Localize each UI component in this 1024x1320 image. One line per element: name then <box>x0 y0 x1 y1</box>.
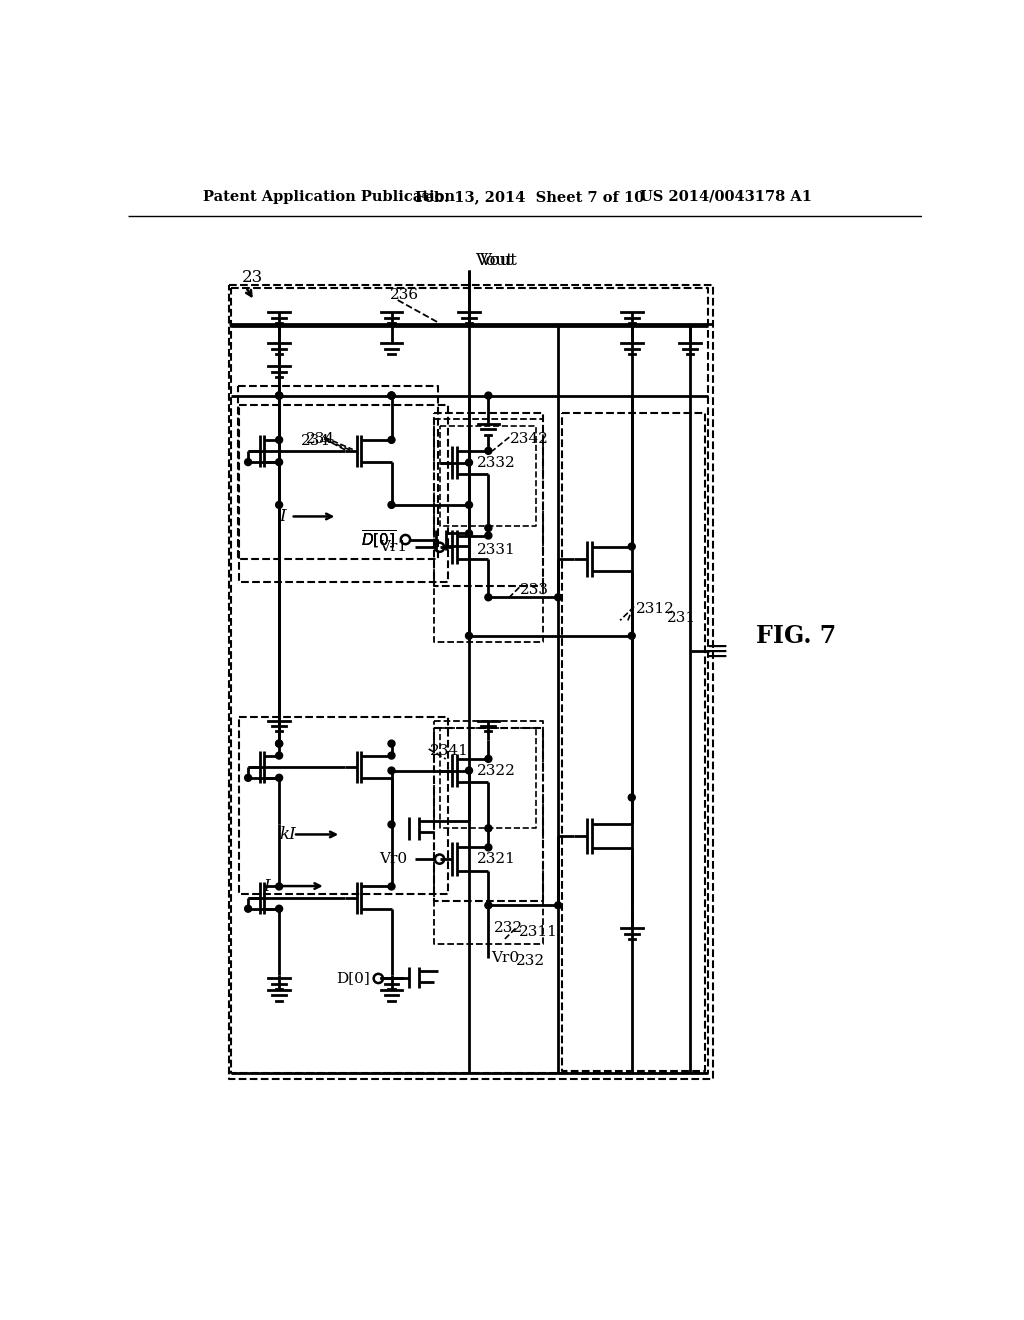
Text: 231: 231 <box>667 611 695 626</box>
Text: 236: 236 <box>390 289 419 302</box>
Circle shape <box>466 529 472 537</box>
Text: 2311: 2311 <box>519 925 558 940</box>
Text: 232: 232 <box>494 921 523 936</box>
Circle shape <box>275 752 283 759</box>
Circle shape <box>388 392 395 399</box>
Circle shape <box>485 524 492 532</box>
Text: I: I <box>263 878 270 895</box>
Circle shape <box>485 447 492 454</box>
Circle shape <box>275 775 283 781</box>
Circle shape <box>275 883 283 890</box>
Circle shape <box>388 883 395 890</box>
Text: 2321: 2321 <box>477 853 516 866</box>
Text: Feb. 13, 2014  Sheet 7 of 10: Feb. 13, 2014 Sheet 7 of 10 <box>415 190 644 203</box>
Text: 234: 234 <box>301 434 330 447</box>
Text: 2342: 2342 <box>510 433 549 446</box>
Text: I: I <box>280 508 286 525</box>
Circle shape <box>555 594 561 601</box>
Circle shape <box>245 458 252 466</box>
Text: 234: 234 <box>305 433 335 446</box>
Circle shape <box>485 825 492 832</box>
Circle shape <box>275 437 283 444</box>
Circle shape <box>388 752 395 759</box>
Text: 2341: 2341 <box>430 744 469 758</box>
Circle shape <box>275 741 283 747</box>
Circle shape <box>466 502 472 508</box>
Circle shape <box>629 543 635 550</box>
Text: 2322: 2322 <box>477 763 516 777</box>
Text: Vr0: Vr0 <box>490 950 519 965</box>
Circle shape <box>466 767 472 774</box>
Circle shape <box>485 532 492 539</box>
Circle shape <box>245 906 252 912</box>
Text: 2312: 2312 <box>636 602 675 616</box>
Circle shape <box>275 906 283 912</box>
Text: 2332: 2332 <box>477 455 515 470</box>
Circle shape <box>275 392 283 399</box>
Text: Vr1: Vr1 <box>379 540 407 554</box>
Circle shape <box>275 392 283 399</box>
Text: Vr0: Vr0 <box>379 853 407 866</box>
Text: $\overline{D[0]}$: $\overline{D[0]}$ <box>360 529 396 550</box>
Text: 23: 23 <box>242 269 263 286</box>
Circle shape <box>629 795 635 801</box>
Circle shape <box>388 437 395 444</box>
Text: 232: 232 <box>515 954 545 968</box>
Text: $\overline{D[0]}$: $\overline{D[0]}$ <box>360 529 396 550</box>
Circle shape <box>485 902 492 908</box>
Circle shape <box>388 741 395 747</box>
Text: Vout: Vout <box>475 252 513 268</box>
Text: $\equiv$: $\equiv$ <box>700 638 728 665</box>
Text: $\overline{D[0]}$: $\overline{D[0]}$ <box>360 529 396 550</box>
Text: FIG. 7: FIG. 7 <box>756 624 836 648</box>
Circle shape <box>555 902 561 908</box>
Circle shape <box>388 392 395 399</box>
Text: D[0]: D[0] <box>336 972 370 986</box>
Circle shape <box>388 392 395 399</box>
Circle shape <box>388 821 395 828</box>
Circle shape <box>485 594 492 601</box>
Circle shape <box>466 632 472 639</box>
Circle shape <box>485 392 492 399</box>
Circle shape <box>275 502 283 508</box>
Circle shape <box>485 843 492 851</box>
Circle shape <box>485 755 492 763</box>
Circle shape <box>275 741 283 747</box>
Text: Vout: Vout <box>479 252 517 268</box>
Circle shape <box>388 767 395 774</box>
Circle shape <box>245 775 252 781</box>
Text: kI: kI <box>280 826 296 843</box>
Text: Patent Application Publication: Patent Application Publication <box>203 190 456 203</box>
Circle shape <box>275 458 283 466</box>
Circle shape <box>629 632 635 639</box>
Text: US 2014/0043178 A1: US 2014/0043178 A1 <box>640 190 811 203</box>
Circle shape <box>466 459 472 466</box>
Text: 2331: 2331 <box>477 543 515 557</box>
Circle shape <box>388 502 395 508</box>
Text: 233: 233 <box>520 582 549 597</box>
Circle shape <box>275 392 283 399</box>
